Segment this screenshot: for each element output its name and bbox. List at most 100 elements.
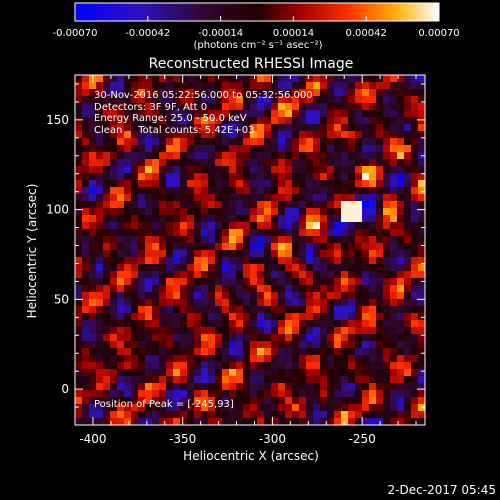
heatmap-cell — [89, 194, 97, 202]
heatmap-cell — [117, 208, 125, 216]
heatmap-cell — [411, 383, 419, 391]
heatmap-cell — [243, 411, 251, 419]
heatmap-cell — [187, 187, 195, 195]
heatmap-cell — [306, 362, 314, 370]
heatmap-cell — [152, 257, 160, 265]
heatmap-cell — [278, 299, 286, 307]
colorbar-tick-label: -0.00042 — [125, 28, 170, 39]
heatmap-cell — [215, 103, 223, 111]
heatmap-cell — [383, 320, 391, 328]
heatmap-cell — [257, 292, 265, 300]
heatmap-cell — [271, 117, 279, 125]
heatmap-cell — [173, 306, 181, 314]
heatmap-cell — [341, 229, 349, 237]
heatmap-cell — [341, 341, 349, 349]
heatmap-cell — [285, 180, 293, 188]
heatmap-cell — [327, 159, 335, 167]
heatmap-cell — [173, 327, 181, 335]
heatmap-cell — [173, 166, 181, 174]
heatmap-cell — [285, 124, 293, 132]
heatmap-cell — [355, 201, 363, 209]
heatmap-cell — [89, 103, 97, 111]
heatmap-cell — [348, 131, 356, 139]
heatmap-cell — [348, 257, 356, 265]
heatmap-cell — [390, 390, 398, 398]
heatmap-cell — [215, 222, 223, 230]
heatmap-cell — [376, 271, 384, 279]
peak-position-label: Position of Peak = [-245,93] — [94, 399, 234, 410]
heatmap-cell — [117, 103, 125, 111]
heatmap-cell — [166, 292, 174, 300]
heatmap-cell — [285, 383, 293, 391]
heatmap-cell — [327, 103, 335, 111]
heatmap-cell — [390, 292, 398, 300]
heatmap-cell — [397, 292, 405, 300]
heatmap-cell — [173, 292, 181, 300]
heatmap-cell — [103, 376, 111, 384]
heatmap-cell — [369, 201, 377, 209]
heatmap-cell — [222, 376, 230, 384]
heatmap-cell — [404, 131, 412, 139]
heatmap-cell — [222, 306, 230, 314]
heatmap-cell — [327, 201, 335, 209]
heatmap-cell — [138, 376, 146, 384]
heatmap-cell — [96, 89, 104, 97]
heatmap-cell — [110, 355, 118, 363]
heatmap-cell — [306, 411, 314, 419]
heatmap-cell — [355, 180, 363, 188]
heatmap-cell — [89, 348, 97, 356]
heatmap-cell — [229, 348, 237, 356]
heatmap-cell — [411, 159, 419, 167]
heatmap-cell — [117, 313, 125, 321]
heatmap-cell — [131, 131, 139, 139]
heatmap-cell — [306, 397, 314, 405]
heatmap-cell — [397, 236, 405, 244]
heatmap-cell — [145, 320, 153, 328]
heatmap-cell — [243, 397, 251, 405]
heatmap-cell — [243, 327, 251, 335]
heatmap-cell — [397, 82, 405, 90]
heatmap-cell — [292, 341, 300, 349]
heatmap-cell — [264, 96, 272, 104]
heatmap-cell — [82, 229, 90, 237]
heatmap-cell — [89, 376, 97, 384]
heatmap-cell — [250, 355, 258, 363]
heatmap-cell — [285, 96, 293, 104]
heatmap-cell — [222, 362, 230, 370]
heatmap-cell — [180, 110, 188, 118]
heatmap-cell — [264, 201, 272, 209]
heatmap-cell — [411, 404, 419, 412]
heatmap-cell — [89, 299, 97, 307]
heatmap-cell — [215, 355, 223, 363]
heatmap-cell — [271, 355, 279, 363]
heatmap-cell — [103, 327, 111, 335]
heatmap-cell — [145, 229, 153, 237]
heatmap-cell — [75, 75, 83, 83]
heatmap-cell — [173, 243, 181, 251]
heatmap-cell — [404, 82, 412, 90]
heatmap-cell — [243, 278, 251, 286]
heatmap-cell — [131, 117, 139, 125]
heatmap-cell — [194, 173, 202, 181]
heatmap-cell — [404, 145, 412, 153]
heatmap-cell — [166, 194, 174, 202]
heatmap-cell — [271, 89, 279, 97]
heatmap-cell — [75, 376, 83, 384]
chart-title: Reconstructed RHESSI Image — [149, 56, 354, 72]
heatmap-cell — [397, 110, 405, 118]
heatmap-cell — [404, 187, 412, 195]
heatmap-cell — [152, 327, 160, 335]
heatmap-cell — [187, 236, 195, 244]
heatmap-cell — [117, 82, 125, 90]
heatmap-cell — [376, 397, 384, 405]
heatmap-cell — [264, 369, 272, 377]
heatmap-cell — [103, 355, 111, 363]
heatmap-cell — [355, 292, 363, 300]
heatmap-cell — [320, 82, 328, 90]
heatmap-cell — [411, 355, 419, 363]
heatmap-cell — [390, 411, 398, 419]
heatmap-cell — [292, 383, 300, 391]
heatmap-cell — [110, 292, 118, 300]
heatmap-cell — [418, 180, 425, 188]
heatmap-cell — [201, 411, 209, 419]
